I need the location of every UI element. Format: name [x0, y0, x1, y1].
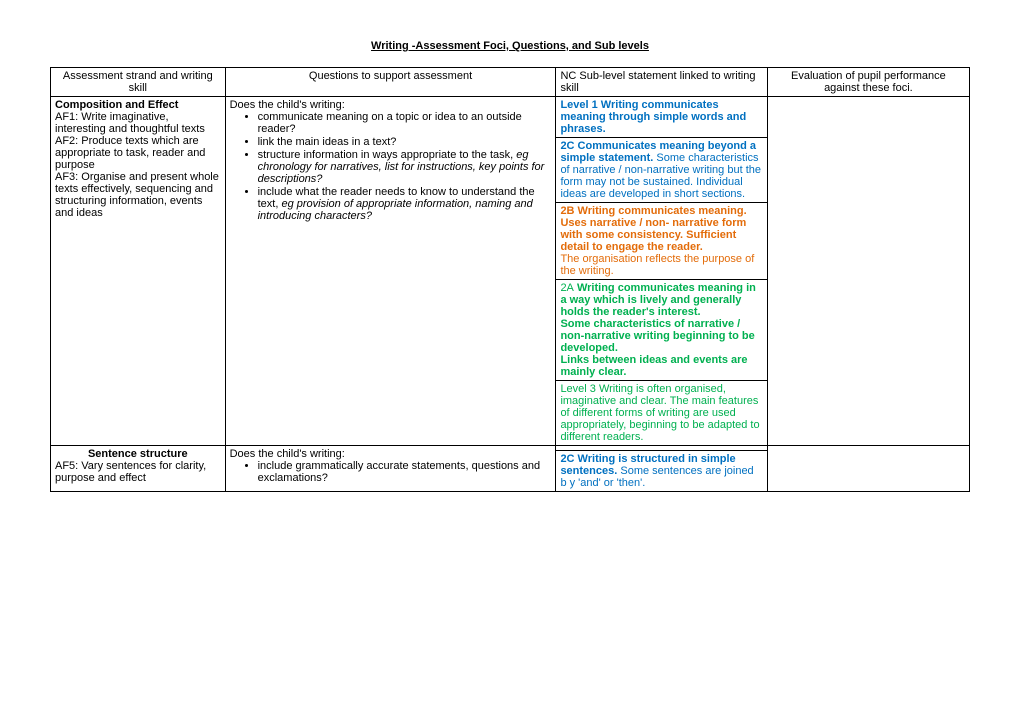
questions-cell: Does the child's writing: communicate me…	[225, 97, 556, 446]
level-cell: 2C Communicates meaning beyond a simple …	[556, 138, 767, 203]
list-item: communicate meaning on a topic or idea t…	[258, 111, 552, 135]
strand-af2: AF2: Produce texts which are appropriate…	[55, 135, 205, 171]
page-title: Writing -Assessment Foci, Questions, and…	[50, 40, 970, 52]
evaluation-cell	[767, 446, 969, 492]
strand-title: Sentence structure	[55, 448, 221, 460]
level-2b-bold2: Uses narrative / non- narrative form wit…	[560, 217, 762, 253]
question-intro: Does the child's writing:	[230, 99, 345, 111]
level-2b-text: The organisation reflects the purpose of…	[560, 253, 754, 277]
level-2b-bold: 2B Writing communicates meaning.	[560, 205, 762, 217]
level-2a-bold3: Links between ideas and events are mainl…	[560, 354, 762, 378]
list-item: include what the reader needs to know to…	[258, 186, 552, 222]
level-1: Level 1 Writing communicates meaning thr…	[560, 99, 746, 135]
level-3: Level 3 Writing is often organised, imag…	[560, 383, 759, 443]
list-item: structure information in ways appropriat…	[258, 149, 552, 185]
strand-cell: Composition and Effect AF1: Write imagin…	[51, 97, 226, 446]
question-list: include grammatically accurate statement…	[230, 460, 552, 484]
strand-title: Composition and Effect	[55, 99, 178, 111]
questions-cell: Does the child's writing: include gramma…	[225, 446, 556, 492]
question-intro: Does the child's writing:	[230, 448, 345, 460]
header-sublevel: NC Sub-level statement linked to writing…	[556, 68, 767, 97]
table-header-row: Assessment strand and writing skill Ques…	[51, 68, 970, 97]
list-item: include grammatically accurate statement…	[258, 460, 552, 484]
level-cell: 2C Writing is structured in simple sente…	[556, 451, 767, 492]
level-cell: 2A Writing communicates meaning in a way…	[556, 280, 767, 381]
strand-af5: AF5: Vary sentences for clarity, purpose…	[55, 460, 206, 484]
assessment-table: Assessment strand and writing skill Ques…	[50, 67, 970, 492]
question-list: communicate meaning on a topic or idea t…	[230, 111, 552, 222]
list-item: link the main ideas in a text?	[258, 136, 552, 148]
table-row: Sentence structure AF5: Vary sentences f…	[51, 446, 970, 451]
header-questions: Questions to support assessment	[225, 68, 556, 97]
level-2a-bold: Writing communicates meaning in a way wh…	[560, 282, 755, 318]
level-2a-pre: 2A	[560, 282, 573, 294]
strand-af1: AF1: Write imaginative, interesting and …	[55, 111, 205, 135]
level-cell: Level 1 Writing communicates meaning thr…	[556, 97, 767, 138]
level-2a-bold2: Some characteristics of narrative / non-…	[560, 318, 762, 354]
level-cell: 2B Writing communicates meaning. Uses na…	[556, 203, 767, 280]
strand-cell: Sentence structure AF5: Vary sentences f…	[51, 446, 226, 492]
level-cell: Level 3 Writing is often organised, imag…	[556, 381, 767, 446]
table-row: Composition and Effect AF1: Write imagin…	[51, 97, 970, 138]
header-strand: Assessment strand and writing skill	[51, 68, 226, 97]
strand-af3: AF3: Organise and present whole texts ef…	[55, 171, 219, 219]
evaluation-cell	[767, 97, 969, 446]
header-evaluation: Evaluation of pupil performance against …	[767, 68, 969, 97]
